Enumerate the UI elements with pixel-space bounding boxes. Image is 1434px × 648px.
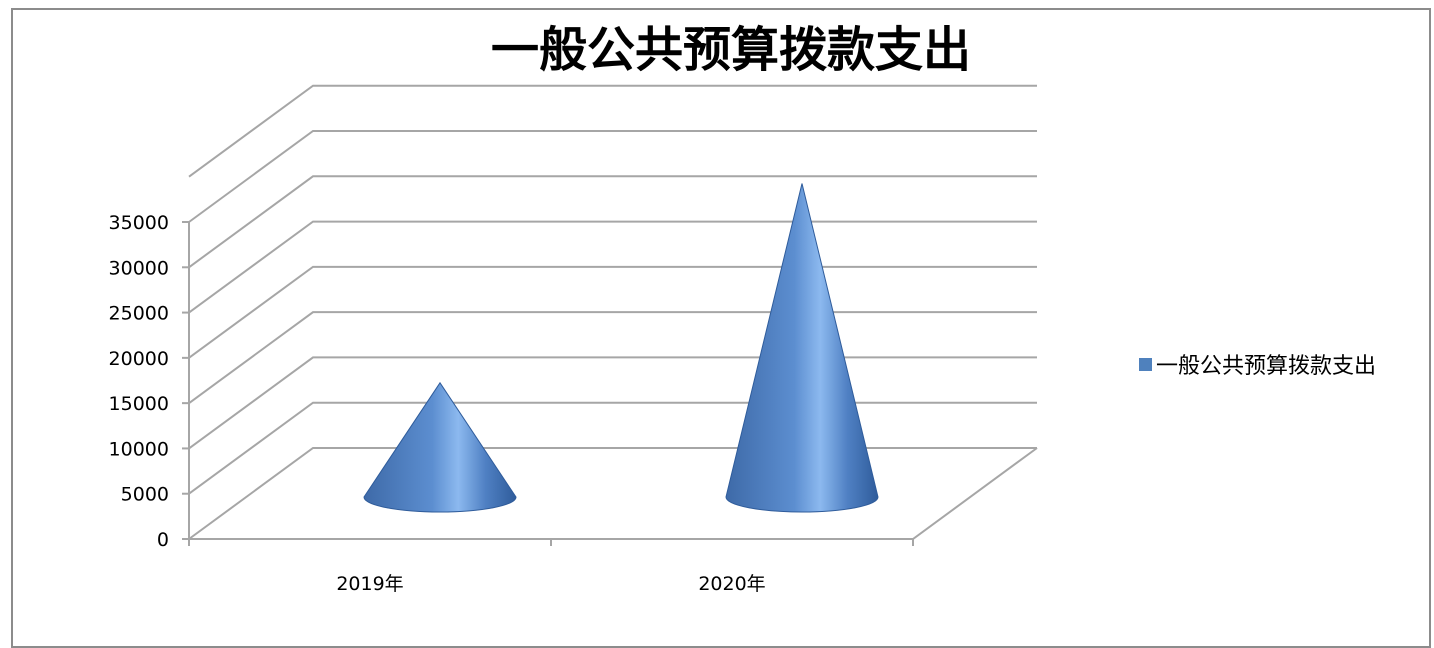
y-tick-label: 5000 — [121, 484, 169, 506]
y-tick-label: 30000 — [109, 257, 169, 279]
gridline — [188, 175, 1037, 269]
x-category-label: 2020年 — [698, 573, 765, 595]
legend-label: 一般公共预算拨款支出 — [1156, 354, 1377, 379]
y-tick-label: 20000 — [109, 348, 169, 370]
y-tick-label: 10000 — [109, 438, 169, 460]
gridline — [188, 447, 1037, 540]
floor-edge — [189, 447, 1038, 540]
gridline — [188, 130, 1037, 223]
chart-frame — [11, 8, 1431, 648]
chart-plot: 0 5000 10000 15000 20000 25000 30000 35000 2019年… — [109, 84, 1038, 595]
y-tick-label: 35000 — [109, 212, 169, 234]
chart-title: 一般公共预算拨款支出 — [490, 22, 971, 78]
cone-bar — [725, 183, 879, 513]
x-category-label: 2019年 — [336, 573, 403, 595]
y-tick-label: 25000 — [109, 303, 169, 325]
y-tick-label: 0 — [157, 529, 169, 551]
y-tick-label: 15000 — [109, 393, 169, 415]
chart-legend: 一般公共预算拨款支出 — [1139, 348, 1376, 380]
gridline — [188, 84, 1037, 178]
legend-swatch — [1139, 357, 1152, 371]
cone-bar — [363, 381, 517, 513]
